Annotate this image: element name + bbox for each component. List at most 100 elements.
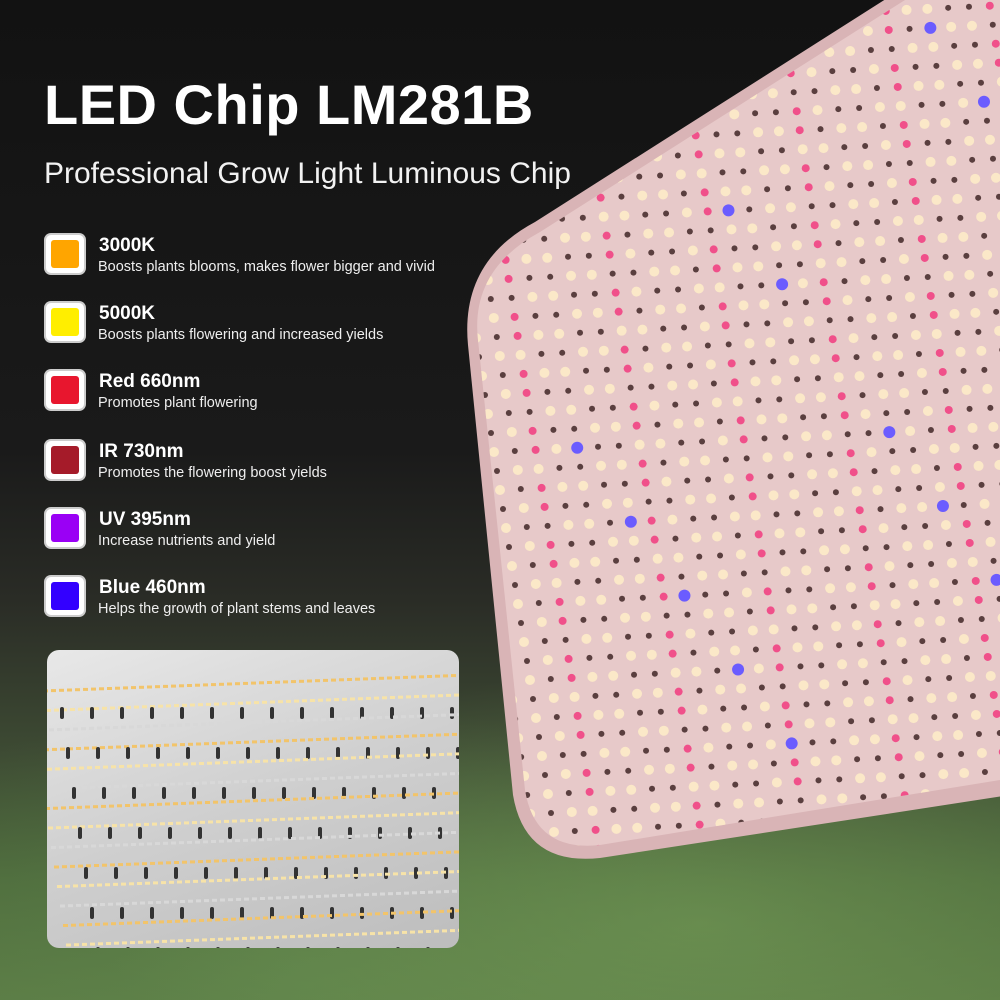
led-dot <box>586 269 597 280</box>
led-dot <box>599 747 610 758</box>
led-dot <box>929 310 938 319</box>
board-led <box>116 745 121 749</box>
led-dot <box>826 451 833 458</box>
led-dot <box>649 785 656 792</box>
led-dot <box>934 599 941 606</box>
led-dot <box>862 679 869 686</box>
board-led <box>193 879 198 883</box>
led-dot <box>851 620 862 631</box>
led-dot <box>477 737 480 744</box>
led-dot <box>754 797 765 808</box>
led-dot <box>855 773 866 784</box>
board-slot <box>246 747 250 759</box>
board-led <box>380 892 385 896</box>
led-dot <box>830 604 837 611</box>
led-dot <box>609 270 616 277</box>
led-dot <box>934 79 945 90</box>
led-dot <box>785 202 796 213</box>
led-dot <box>962 519 971 528</box>
led-dot <box>914 751 925 762</box>
led-dot <box>631 286 642 297</box>
led-dot <box>590 556 601 567</box>
board-led <box>153 724 158 728</box>
led-dot <box>628 535 639 546</box>
board-led <box>382 696 387 700</box>
led-dot <box>796 261 803 268</box>
led-dot <box>601 481 608 488</box>
led-dot <box>542 772 548 778</box>
board-slot <box>354 867 358 879</box>
board-led <box>265 877 270 881</box>
board-slot <box>234 867 238 879</box>
led-dot <box>784 720 793 729</box>
board-led <box>177 880 182 884</box>
board-led <box>279 915 284 919</box>
led-dot <box>747 742 754 749</box>
led-dot <box>800 29 811 40</box>
board-led <box>325 796 330 800</box>
led-dot <box>560 366 571 377</box>
board-led <box>401 715 406 719</box>
board-led <box>94 864 99 867</box>
board-led <box>143 921 148 924</box>
board-led <box>268 896 273 900</box>
led-dot <box>893 82 902 91</box>
board-led <box>165 802 170 806</box>
led-dot <box>811 88 818 95</box>
led-dot <box>696 34 707 45</box>
led-dot <box>855 506 864 515</box>
led-dot <box>716 418 723 425</box>
led-dot <box>910 848 918 856</box>
led-dot <box>845 582 856 593</box>
led-dot <box>661 862 667 868</box>
led-dot <box>860 409 871 420</box>
led-dot <box>797 144 808 155</box>
led-dot <box>638 726 649 737</box>
led-dot <box>970 173 981 184</box>
led-dot <box>848 852 854 858</box>
board-slot <box>228 827 232 839</box>
led-dot <box>970 827 977 834</box>
board-led <box>402 930 407 934</box>
board-led <box>115 843 120 847</box>
board-led <box>64 825 69 829</box>
led-dot <box>883 544 890 551</box>
led-dot <box>572 308 583 319</box>
led-dot <box>634 573 645 584</box>
led-dot <box>546 540 555 549</box>
board-led <box>102 863 107 867</box>
led-dot <box>573 42 580 49</box>
led-dot <box>954 329 961 336</box>
led-dot <box>594 41 601 48</box>
led-dot <box>714 282 725 293</box>
board-led <box>295 758 300 762</box>
led-dot <box>801 431 812 442</box>
led-dot <box>923 540 934 551</box>
led-dot <box>690 0 701 7</box>
led-dot <box>631 805 638 812</box>
board-led <box>121 882 126 886</box>
board-led <box>232 819 237 823</box>
led-dot <box>659 592 668 601</box>
led-dot <box>696 553 703 560</box>
board-slot <box>210 707 214 719</box>
board-led <box>391 911 396 915</box>
led-dot <box>958 751 965 758</box>
board-led <box>375 755 380 759</box>
board-slot <box>282 787 286 799</box>
led-dot <box>650 0 657 7</box>
led-dot <box>565 253 572 260</box>
led-dot <box>978 481 985 488</box>
board-led <box>59 688 64 692</box>
led-dot <box>920 655 931 666</box>
led-dot <box>827 468 838 479</box>
board-led <box>183 919 188 923</box>
led-dot <box>793 777 802 786</box>
board-slot <box>336 747 340 759</box>
led-dot <box>612 21 619 28</box>
board-slot <box>420 907 424 919</box>
board-led <box>203 683 208 687</box>
board-slot <box>150 907 154 919</box>
led-dot <box>685 93 694 102</box>
board-slot <box>204 867 208 879</box>
